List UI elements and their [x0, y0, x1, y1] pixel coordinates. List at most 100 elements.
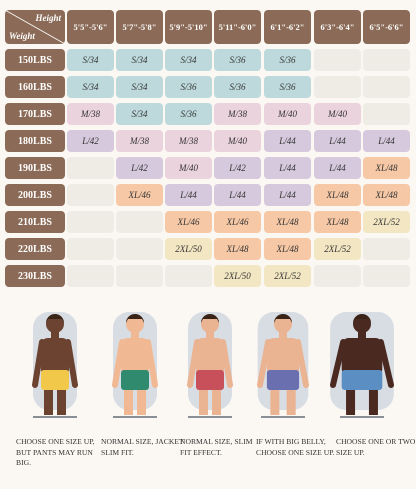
row-label: 160LBS	[5, 76, 65, 98]
size-cell: S/36	[264, 49, 311, 71]
size-cell: 2XL/52	[264, 265, 311, 287]
size-cell: L/44	[314, 157, 361, 179]
size-cell: L/42	[67, 130, 114, 152]
size-cell: XL/48	[214, 238, 261, 260]
empty-cell	[67, 238, 114, 260]
torso	[341, 338, 383, 376]
size-cell: S/34	[165, 49, 212, 71]
size-cell: M/40	[165, 157, 212, 179]
size-cell: M/40	[214, 130, 261, 152]
column-header: 5'9"-5'10"	[165, 10, 212, 44]
size-cell: M/40	[264, 103, 311, 125]
size-cell: L/44	[264, 157, 311, 179]
empty-cell	[165, 265, 212, 287]
size-cell: XL/48	[314, 184, 361, 206]
empty-cell	[314, 76, 361, 98]
arm	[330, 339, 347, 388]
hair	[46, 314, 64, 323]
shorts	[41, 370, 69, 390]
leg	[212, 385, 221, 415]
empty-cell	[67, 157, 114, 179]
size-cell: L/42	[214, 157, 261, 179]
empty-cell	[116, 238, 163, 260]
arm	[257, 339, 272, 388]
weight-label: Weight	[9, 31, 35, 41]
shorts	[341, 370, 383, 390]
column-header: 6'3"-6'4"	[314, 10, 361, 44]
neck	[206, 330, 214, 340]
size-cell: S/34	[67, 76, 114, 98]
size-cell: L/42	[116, 157, 163, 179]
column-header: 6'5"-6'6"	[363, 10, 410, 44]
size-cell: M/40	[314, 103, 361, 125]
shorts	[196, 370, 224, 390]
row-label: 150LBS	[5, 49, 65, 71]
empty-cell	[363, 49, 410, 71]
empty-cell	[363, 238, 410, 260]
neck	[279, 330, 287, 340]
empty-cell	[314, 265, 361, 287]
size-cell: 2XL/52	[363, 211, 410, 233]
head	[274, 315, 292, 333]
neck	[51, 330, 59, 340]
hair	[353, 314, 371, 323]
height-label: Height	[35, 13, 61, 23]
neck	[131, 330, 139, 340]
size-cell: L/44	[214, 184, 261, 206]
caption: CHOOSE ONE OR TWO SIZE UP.	[336, 437, 416, 457]
caption: CHOOSE ONE SIZE UP, BUT PANTS MAY RUN BI…	[16, 437, 95, 467]
row-label: 190LBS	[5, 157, 65, 179]
size-cell: XL/48	[363, 157, 410, 179]
size-cell: 2XL/50	[214, 265, 261, 287]
arm	[112, 339, 125, 388]
size-cell: S/34	[67, 49, 114, 71]
torso	[41, 338, 69, 376]
size-cell: M/38	[67, 103, 114, 125]
empty-cell	[363, 265, 410, 287]
shorts	[266, 370, 300, 390]
size-cell: L/44	[264, 130, 311, 152]
empty-cell	[67, 211, 114, 233]
size-cell: XL/48	[363, 184, 410, 206]
size-cell: S/34	[116, 103, 163, 125]
size-cell: M/38	[116, 130, 163, 152]
head	[126, 315, 144, 333]
row-label: 230LBS	[5, 265, 65, 287]
empty-cell	[67, 265, 114, 287]
empty-cell	[116, 211, 163, 233]
row-label: 210LBS	[5, 211, 65, 233]
size-cell: 2XL/52	[314, 238, 361, 260]
corner-header: Height Weight	[5, 10, 65, 44]
shorts	[121, 370, 149, 390]
arm	[294, 339, 309, 388]
column-header: 6'1"-6'2"	[264, 10, 311, 44]
head	[46, 315, 64, 333]
arm	[377, 339, 394, 388]
size-cell: S/36	[165, 76, 212, 98]
caption: IF WITH BIG BELLY, CHOOSE ONE SIZE UP.	[256, 437, 335, 457]
size-cell: L/44	[264, 184, 311, 206]
size-cell: 2XL/50	[165, 238, 212, 260]
column-header: 5'11"-6'0"	[214, 10, 261, 44]
size-cell: XL/48	[314, 211, 361, 233]
size-cell: XL/48	[264, 238, 311, 260]
size-cell: M/38	[214, 103, 261, 125]
size-cell: XL/46	[165, 211, 212, 233]
row-label: 170LBS	[5, 103, 65, 125]
size-cell: S/34	[116, 49, 163, 71]
hair	[201, 314, 219, 323]
arm	[65, 339, 78, 388]
diagonal	[5, 10, 65, 44]
row-label: 180LBS	[5, 130, 65, 152]
size-cell: L/44	[363, 130, 410, 152]
row-label: 200LBS	[5, 184, 65, 206]
hair	[274, 314, 292, 323]
empty-cell	[363, 103, 410, 125]
row-label: 220LBS	[5, 238, 65, 260]
empty-cell	[314, 49, 361, 71]
size-cell: S/36	[165, 103, 212, 125]
arm	[32, 339, 45, 388]
size-cell: S/36	[214, 49, 261, 71]
caption: NORMAL SIZE, JACKET SLIM FIT.	[101, 437, 184, 457]
